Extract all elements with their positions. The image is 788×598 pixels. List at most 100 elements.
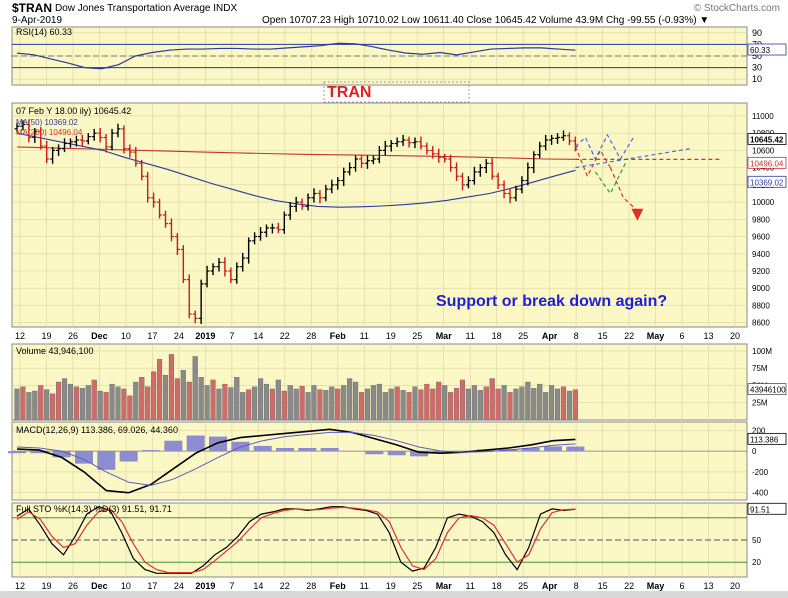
volume-bar <box>549 385 555 421</box>
macd-histogram-bar <box>253 445 272 452</box>
price-last-label-box <box>747 175 787 188</box>
volume-bar <box>168 354 174 421</box>
volume-bar <box>465 388 471 421</box>
date-label-mid: Feb <box>330 331 347 341</box>
volume-bar <box>281 390 287 421</box>
volume-bar <box>459 379 466 421</box>
volume-bar <box>519 386 525 421</box>
sto-d-line <box>16 506 576 574</box>
volume-bar <box>79 388 85 421</box>
macd-last-value: 113.386 <box>750 435 779 444</box>
price-tick-label: 9800 <box>752 215 770 224</box>
volume-bar <box>489 378 495 421</box>
volume-bar <box>311 385 317 421</box>
date-label-bottom: 15 <box>598 581 608 591</box>
date-label-bottom: May <box>647 581 665 591</box>
price-tick-label: 9000 <box>752 284 770 293</box>
date-label-bottom: Mar <box>436 581 453 591</box>
date-label-mid: Mar <box>436 331 453 341</box>
volume-bar <box>127 395 133 421</box>
macd-histogram-bar <box>142 450 161 452</box>
volume-bar <box>222 383 228 421</box>
date-label-mid: 12 <box>15 331 25 341</box>
ticker-symbol: $TRAN <box>12 1 53 15</box>
support-question-annotation: Support or break down again? <box>436 293 667 310</box>
macd-histogram-bar <box>432 451 451 454</box>
volume-bar <box>180 370 186 421</box>
breakdown-arrowhead <box>631 208 644 221</box>
macd-histogram-bar <box>30 451 49 454</box>
macd-histogram-bar <box>231 441 250 452</box>
volume-bar <box>216 388 222 421</box>
volume-bar <box>121 388 127 421</box>
date-label-mid: 11 <box>466 331 475 341</box>
price-tick-label: 9400 <box>752 250 770 259</box>
date-label-mid: 19 <box>386 331 396 341</box>
date-label-mid: 10 <box>121 331 131 341</box>
macd-histogram-bar <box>298 448 317 452</box>
macd-line <box>16 428 576 494</box>
date-label-mid: 11 <box>360 331 369 341</box>
date-label-mid: 24 <box>174 331 184 341</box>
volume-bar <box>382 392 388 421</box>
volume-bar <box>38 385 44 421</box>
volume-bar <box>139 377 145 421</box>
macd-histogram-bar <box>387 451 406 456</box>
price-tick-label: 9200 <box>752 267 770 276</box>
date-label-bottom: 22 <box>280 581 290 591</box>
volume-bar <box>133 381 139 421</box>
macd-histogram-bar <box>8 451 26 454</box>
macd-histogram-bar <box>566 446 585 452</box>
macd-histogram-bar <box>75 451 94 464</box>
macd-tick-label: -200 <box>752 468 769 477</box>
index-name: Dow Jones Transportation Average INDX <box>55 3 238 14</box>
volume-bar <box>448 392 454 421</box>
tran-label-box <box>323 81 470 103</box>
volume-tick-label: 75M <box>752 364 768 373</box>
volume-bar <box>454 388 460 421</box>
volume-bar <box>151 371 157 421</box>
macd-histogram-bar <box>521 448 540 452</box>
volume-bar <box>483 386 489 421</box>
volume-bar <box>424 383 430 421</box>
rsi-tick-label: 30 <box>752 63 762 73</box>
date-label-mid: 17 <box>147 331 157 341</box>
trend-extension-blue <box>575 148 691 169</box>
macd-tick-label: 0 <box>752 447 757 456</box>
volume-bar <box>85 385 91 421</box>
sto-tick-label: 50 <box>752 536 761 545</box>
date-label-mid: 8 <box>574 331 579 341</box>
volume-bar <box>513 388 519 421</box>
volume-bar <box>97 390 103 421</box>
volume-bar <box>442 385 448 421</box>
volume-bar <box>192 356 198 421</box>
volume-bar <box>436 381 442 421</box>
macd-histogram-bar <box>544 446 563 452</box>
sto-tick-label: 20 <box>752 558 761 567</box>
rsi-tick-label: 50 <box>752 51 762 61</box>
macd-histogram-bar <box>52 451 71 458</box>
quote-summary: Open 10707.23 High 10710.02 Low 10611.40… <box>262 15 710 26</box>
price-last-label-box <box>747 133 787 145</box>
sto-last-box <box>747 502 787 515</box>
date-label-bottom: Feb <box>330 581 347 591</box>
date-label-bottom: 25 <box>518 581 528 591</box>
macd-tick-label: -400 <box>752 489 769 498</box>
volume-bar <box>234 377 240 421</box>
price-tick-label: 10000 <box>752 198 775 207</box>
volume-bar <box>364 388 371 421</box>
macd-title: MACD(12,26,9) 113.386, 69.026, 44.360 <box>16 425 178 435</box>
date-label-bottom: 6 <box>680 581 685 591</box>
stockcharts-watermark[interactable]: © StockCharts.com <box>693 3 780 14</box>
volume-bar <box>263 383 270 421</box>
volume-bar <box>145 386 151 421</box>
date-label-mid: May <box>647 331 665 341</box>
date-label-mid: Apr <box>542 331 558 341</box>
date-label-bottom: 18 <box>492 581 502 591</box>
tran-annotation: TRAN <box>327 84 371 101</box>
date-label-bottom: Dec <box>91 581 108 591</box>
date-label-mid: 25 <box>518 331 528 341</box>
volume-bar <box>50 393 56 421</box>
volume-bar <box>335 388 341 421</box>
volume-last-box <box>747 383 787 396</box>
